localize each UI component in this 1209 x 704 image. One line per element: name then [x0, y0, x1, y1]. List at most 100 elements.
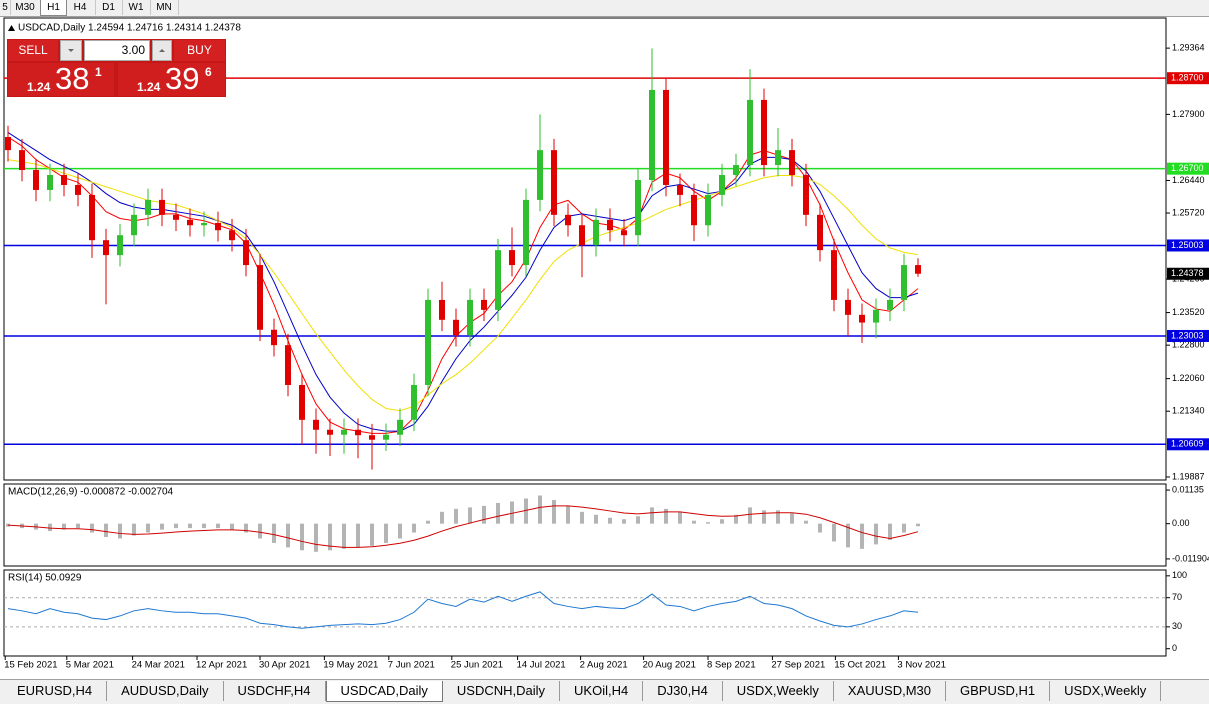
x-tick-label: 25 Jun 2021	[451, 660, 503, 671]
y-tick-label: 1.19887	[1172, 471, 1205, 481]
last-price-box	[1167, 267, 1209, 280]
timeframe-button[interactable]: MN	[150, 0, 179, 15]
last-price-label: 1.24378	[1171, 268, 1204, 278]
macd-histogram-bar	[524, 498, 528, 524]
candle-body	[467, 299, 473, 336]
candle-body	[397, 419, 403, 435]
chart-tab[interactable]: USDX,Weekly	[723, 681, 834, 701]
chart-tab[interactable]: USDCNH,Daily	[443, 681, 561, 701]
chart-tab[interactable]: GBPUSD,H1	[946, 681, 1051, 701]
candle-body	[47, 175, 53, 190]
candle-body	[915, 265, 921, 274]
candle-body	[19, 150, 25, 171]
x-tick-label: 5 Mar 2021	[66, 660, 114, 671]
macd-histogram-bar	[48, 523, 52, 532]
candle-body	[663, 89, 669, 185]
timeframe-button[interactable]: H1	[40, 0, 67, 16]
macd-histogram-bar	[734, 514, 738, 524]
chart-tab[interactable]: USDCHF,H4	[224, 681, 326, 701]
lot-input[interactable]: 3.00	[84, 40, 150, 61]
candle-body	[859, 314, 865, 323]
sell-price[interactable]: 1.24 38 1	[8, 61, 114, 96]
candle-body	[873, 309, 879, 323]
macd-histogram-bar	[216, 523, 220, 529]
macd-panel-frame	[3, 483, 1167, 567]
candle-body	[103, 240, 109, 256]
candle-body	[817, 214, 823, 251]
macd-histogram-bar	[482, 505, 486, 524]
macd-histogram-bar	[286, 523, 290, 548]
candle-body	[355, 429, 361, 436]
macd-histogram-bar	[230, 523, 234, 530]
candle-body	[383, 434, 389, 440]
candle-body	[523, 199, 529, 266]
macd-histogram-bar	[62, 523, 66, 530]
y-tick-label: 70	[1172, 592, 1182, 602]
level-label: 1.26700	[1171, 163, 1204, 173]
macd-histogram-bar	[426, 520, 430, 524]
timeframe-button[interactable]: 5	[0, 0, 11, 15]
y-tick-label: 1.21340	[1172, 406, 1205, 416]
candle-body	[901, 265, 907, 300]
macd-histogram-bar	[132, 523, 136, 536]
macd-histogram-bar	[636, 516, 640, 524]
macd-histogram-bar	[538, 495, 542, 524]
timeframe-button[interactable]: H4	[65, 0, 96, 15]
candle-body	[733, 165, 739, 176]
macd-histogram-bar	[398, 523, 402, 539]
candle-body	[551, 150, 557, 215]
candle-body	[327, 429, 333, 435]
level-label-box	[1167, 239, 1209, 252]
y-tick-label: 1.23520	[1172, 307, 1205, 317]
lot-decrease[interactable]	[60, 40, 82, 61]
candle-body	[313, 419, 319, 430]
rsi-panel-frame	[3, 569, 1167, 657]
x-tick-label: 20 Aug 2021	[643, 660, 696, 671]
chart-tab[interactable]: USDX,Weekly	[1050, 681, 1162, 701]
x-tick-label: 24 Mar 2021	[132, 660, 185, 671]
lot-increase[interactable]	[152, 40, 172, 61]
chart-tab[interactable]: USDCAD,Daily	[325, 681, 443, 702]
y-tick-label: 0.00	[1172, 518, 1190, 528]
sell-button[interactable]: SELL	[8, 40, 58, 61]
timeframe-button[interactable]: M30	[10, 0, 41, 15]
candle-body	[453, 319, 459, 336]
macd-histogram-bar	[272, 523, 276, 543]
level-label: 1.20609	[1171, 439, 1204, 449]
candle-body	[649, 89, 655, 180]
chart-tab[interactable]: DJ30,H4	[643, 681, 723, 701]
candle-body	[537, 150, 543, 200]
chart-tab[interactable]: XAUUSD,M30	[834, 681, 946, 701]
one-click-trading: SELL 3.00 BUY 1.24 38 1 1.24 39 6	[7, 39, 226, 97]
macd-histogram-bar	[748, 507, 752, 524]
buy-button[interactable]: BUY	[174, 40, 225, 61]
candle-body	[425, 299, 431, 385]
macd-histogram-bar	[118, 523, 122, 539]
macd-histogram-bar	[608, 517, 612, 524]
candle-body	[803, 175, 809, 215]
y-tick-label: 30	[1172, 621, 1182, 631]
chart-tab[interactable]: EURUSD,H4	[3, 681, 108, 701]
x-tick-label: 15 Oct 2021	[834, 660, 886, 671]
macd-histogram-bar	[790, 513, 794, 524]
buy-fraction: 6	[205, 65, 212, 79]
chart-tab[interactable]: UKOil,H4	[560, 681, 644, 701]
buy-price[interactable]: 1.24 39 6	[118, 61, 225, 96]
collapse-arrow[interactable]	[8, 25, 15, 31]
candle-body	[89, 194, 95, 241]
chart-tab[interactable]: AUDUSD,Daily	[107, 681, 224, 701]
macd-histogram-bar	[720, 519, 724, 524]
level-label: 1.28700	[1171, 73, 1204, 83]
macd-histogram-bar	[174, 523, 178, 529]
macd-histogram-bar	[356, 523, 360, 548]
timeframe-toolbar: 5 M30 H1 H4 D1 W1 MN	[0, 0, 1209, 17]
timeframe-button[interactable]: D1	[95, 0, 123, 15]
x-tick-label: 7 Jun 2021	[388, 660, 435, 671]
candle-body	[565, 214, 571, 226]
macd-histogram-bar	[874, 523, 878, 545]
candle-body	[243, 240, 249, 266]
timeframe-button[interactable]: W1	[122, 0, 151, 15]
macd-histogram-bar	[762, 510, 766, 524]
macd-histogram-bar	[342, 523, 346, 549]
macd-histogram-bar	[6, 523, 10, 527]
